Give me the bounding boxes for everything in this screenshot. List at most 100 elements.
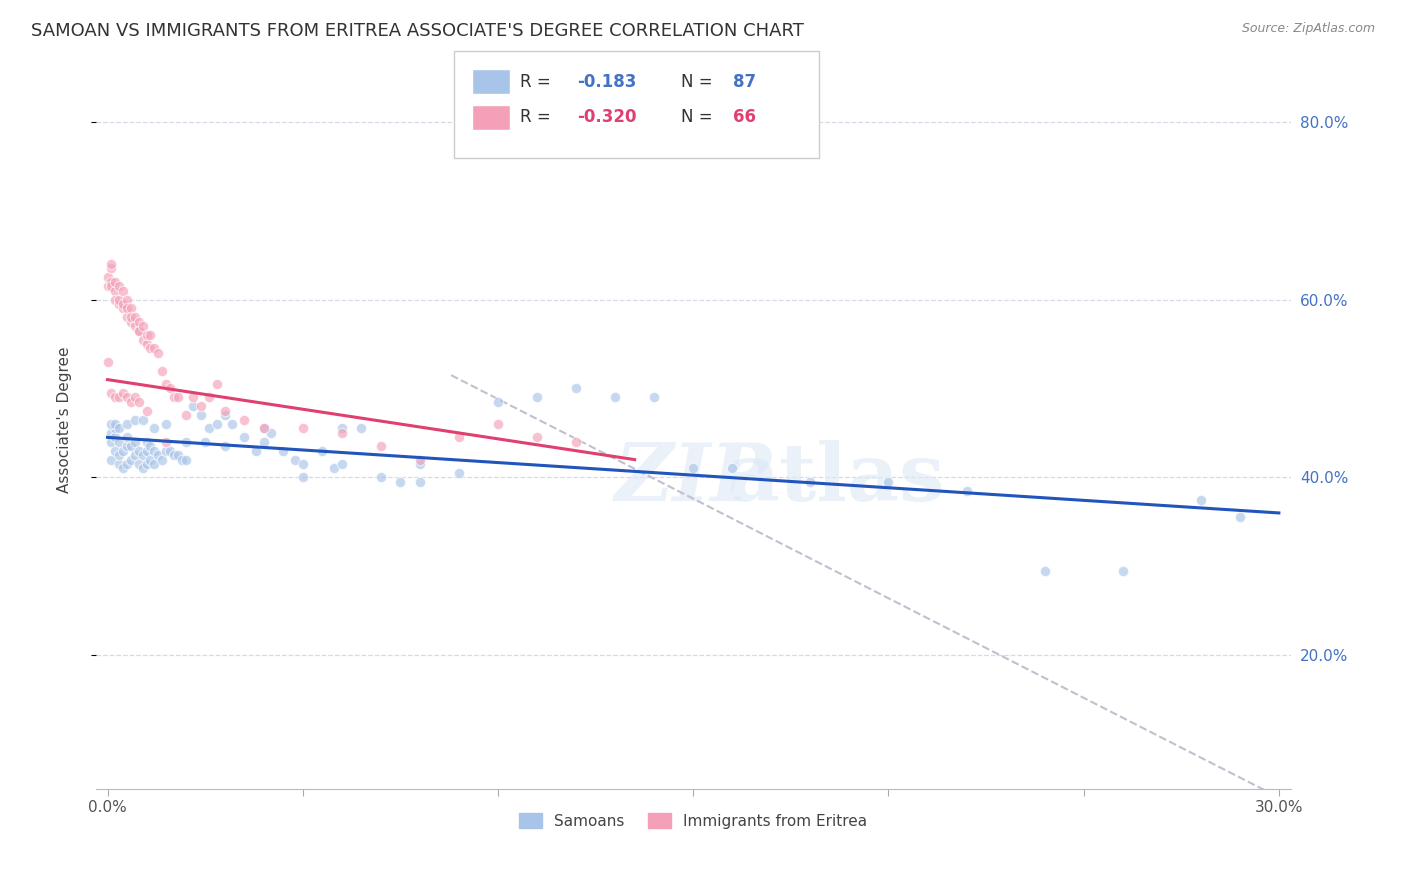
Point <box>163 448 186 462</box>
Point <box>1189 492 1212 507</box>
Point <box>139 439 162 453</box>
Point <box>370 439 392 453</box>
Point <box>108 390 131 404</box>
Point <box>128 443 150 458</box>
Text: R =: R = <box>520 108 555 126</box>
Point <box>115 457 138 471</box>
Point <box>104 275 127 289</box>
Point <box>253 434 276 449</box>
Point <box>409 452 432 467</box>
Point <box>205 377 228 392</box>
Text: -0.183: -0.183 <box>578 72 637 91</box>
Point <box>447 430 470 444</box>
Point <box>143 342 166 356</box>
Point <box>253 421 276 435</box>
Point <box>120 315 142 329</box>
Point <box>104 430 127 444</box>
Point <box>166 448 188 462</box>
Point <box>409 457 432 471</box>
Point <box>183 399 205 413</box>
Point <box>389 475 412 489</box>
Point <box>120 301 142 316</box>
Point <box>104 390 127 404</box>
Point <box>603 390 626 404</box>
Point <box>205 417 228 431</box>
Point <box>124 448 146 462</box>
Point <box>565 434 588 449</box>
FancyBboxPatch shape <box>472 69 510 95</box>
Point <box>271 443 294 458</box>
Point <box>100 425 122 440</box>
Point <box>131 461 153 475</box>
Point <box>370 470 392 484</box>
Point <box>100 275 122 289</box>
Point <box>721 461 744 475</box>
Point <box>526 390 548 404</box>
Point <box>108 448 131 462</box>
Point <box>96 270 118 285</box>
Point <box>148 346 170 360</box>
FancyBboxPatch shape <box>454 51 818 158</box>
Point <box>143 421 166 435</box>
Point <box>143 457 166 471</box>
Text: 87: 87 <box>733 72 756 91</box>
Point <box>108 457 131 471</box>
Point <box>260 425 283 440</box>
Point <box>108 421 131 435</box>
Point <box>112 461 135 475</box>
Point <box>565 382 588 396</box>
Point <box>159 382 181 396</box>
Point <box>100 261 122 276</box>
Point <box>120 452 142 467</box>
Point <box>124 319 146 334</box>
Text: atlas: atlas <box>728 440 945 517</box>
Point <box>170 452 193 467</box>
Point <box>135 328 157 343</box>
Text: ZIP: ZIP <box>614 440 772 517</box>
Text: -0.320: -0.320 <box>578 108 637 126</box>
Point <box>115 439 138 453</box>
Point <box>124 434 146 449</box>
Point <box>100 434 122 449</box>
Point <box>124 310 146 325</box>
Point <box>350 421 373 435</box>
Point <box>131 319 153 334</box>
Point <box>112 301 135 316</box>
Point <box>115 301 138 316</box>
Point <box>135 457 157 471</box>
Point <box>233 412 256 426</box>
Point <box>120 394 142 409</box>
Point <box>323 461 346 475</box>
Point <box>115 390 138 404</box>
Point <box>115 430 138 444</box>
Point <box>108 434 131 449</box>
Point <box>643 390 665 404</box>
Text: N =: N = <box>682 72 718 91</box>
Point <box>194 434 217 449</box>
Point <box>96 279 118 293</box>
Point <box>486 417 509 431</box>
Point <box>174 408 197 422</box>
Point <box>291 421 314 435</box>
Point <box>159 443 181 458</box>
Point <box>526 430 548 444</box>
Point <box>112 443 135 458</box>
Point <box>108 279 131 293</box>
Point <box>163 390 186 404</box>
Point <box>100 386 122 401</box>
Text: Source: ZipAtlas.com: Source: ZipAtlas.com <box>1241 22 1375 36</box>
Point <box>112 284 135 298</box>
Point <box>155 443 177 458</box>
Point <box>1033 564 1056 578</box>
Point <box>330 425 353 440</box>
Point <box>128 394 150 409</box>
Point <box>150 452 173 467</box>
Point <box>96 355 118 369</box>
Point <box>1112 564 1135 578</box>
Point <box>108 297 131 311</box>
Point <box>128 315 150 329</box>
Point <box>143 443 166 458</box>
Point <box>115 293 138 307</box>
Point <box>214 408 236 422</box>
Point <box>284 452 307 467</box>
